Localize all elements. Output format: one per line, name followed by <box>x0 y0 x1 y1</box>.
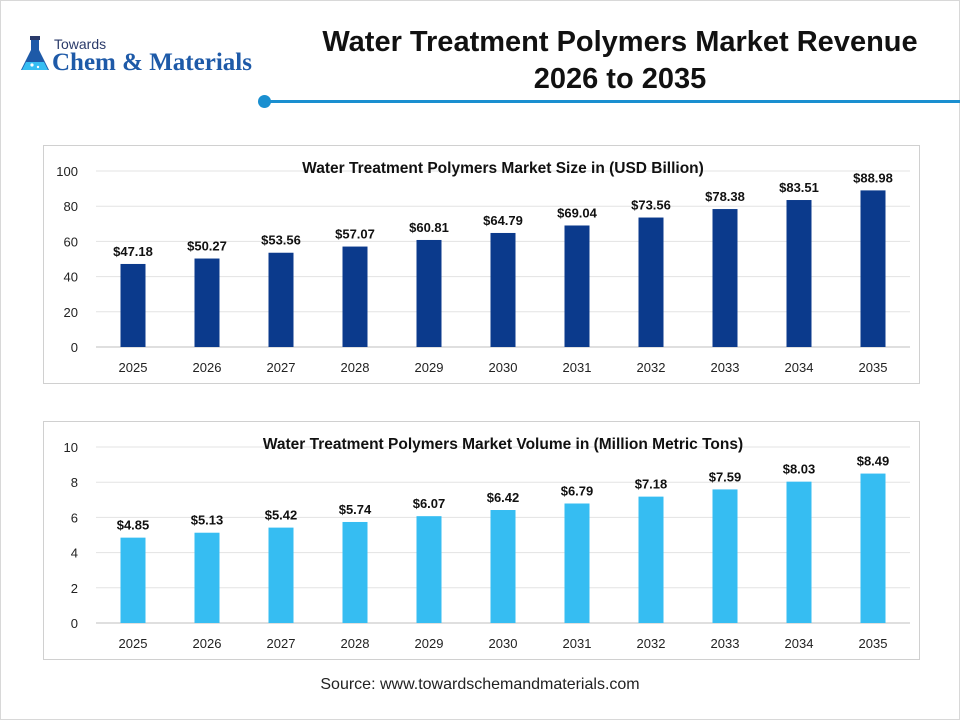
y-tick-label: 40 <box>64 270 78 285</box>
page-title-line2: 2026 to 2035 <box>533 63 707 95</box>
chart-panel-revenue: 0 20 40 60 80 100 Water Treatment Polymers Mar… <box>43 145 920 384</box>
x-tick-label: 2028 <box>341 360 370 375</box>
x-tick-label: 2035 <box>859 360 888 375</box>
data-label: $88.98 <box>853 170 893 185</box>
data-label: $73.56 <box>631 198 671 213</box>
x-tick-label: 2031 <box>563 636 592 651</box>
chart-title: Water Treatment Polymers Market Volume i… <box>263 436 743 453</box>
bar <box>564 225 590 347</box>
y-tick-label: 100 <box>56 164 78 179</box>
chart-title: Water Treatment Polymers Market Size in … <box>302 160 704 177</box>
bar <box>416 516 442 623</box>
x-tick-label: 2033 <box>711 360 740 375</box>
bar <box>860 473 886 623</box>
data-label: $6.07 <box>413 496 446 511</box>
flask-icon <box>21 36 49 70</box>
bar <box>194 258 220 347</box>
volume-bar-chart: 0 2 4 6 8 10 Water Treatment Polymers Market V… <box>64 436 910 651</box>
logo-text-towards: Towards <box>54 36 107 52</box>
data-label: $57.07 <box>335 227 375 242</box>
data-label: $64.79 <box>483 213 523 228</box>
data-label: $5.74 <box>339 502 372 517</box>
x-tick-label: 2028 <box>341 636 370 651</box>
bar <box>786 200 812 347</box>
bar <box>342 246 368 347</box>
x-tick-label: 2033 <box>711 636 740 651</box>
data-label: $5.42 <box>265 508 298 523</box>
x-tick-label: 2027 <box>267 636 296 651</box>
title-underline <box>266 100 960 103</box>
y-tick-label: 20 <box>64 305 78 320</box>
revenue-bar-chart: 0 20 40 60 80 100 Water Treatment Polymers Mar… <box>56 160 910 375</box>
data-label: $47.18 <box>113 244 153 259</box>
x-tick-label: 2030 <box>489 360 518 375</box>
logo-text-chem-materials: Chem & Materials <box>52 49 252 76</box>
bar <box>194 532 220 623</box>
page-title-line1: Water Treatment Polymers Market Revenue <box>322 26 918 58</box>
chart-panel-volume: 0 2 4 6 8 10 Water Treatment Polymers Market V… <box>43 421 920 660</box>
bar <box>342 521 368 623</box>
bar <box>120 537 146 623</box>
y-tick-label: 8 <box>71 475 78 490</box>
x-tick-label: 2025 <box>119 360 148 375</box>
bar <box>490 232 516 347</box>
x-tick-label: 2035 <box>859 636 888 651</box>
brand-logo: Towards Chem & Materials <box>18 32 268 80</box>
data-label: $50.27 <box>187 239 227 254</box>
bar <box>120 263 146 347</box>
x-tick-label: 2025 <box>119 636 148 651</box>
data-label: $8.49 <box>857 454 890 469</box>
y-tick-label: 80 <box>64 199 78 214</box>
x-tick-label: 2030 <box>489 636 518 651</box>
data-label: $6.79 <box>561 483 594 498</box>
y-tick-label: 2 <box>71 581 78 596</box>
data-label: $4.85 <box>117 518 150 533</box>
x-tick-label: 2032 <box>637 636 666 651</box>
y-tick-label: 4 <box>71 546 78 561</box>
source-note: Source: www.towardschemandmaterials.com <box>320 676 640 693</box>
y-tick-label: 10 <box>64 440 78 455</box>
bar <box>786 481 812 623</box>
x-tick-label: 2034 <box>785 636 814 651</box>
bar <box>268 252 294 347</box>
page-title: Water Treatment Polymers Market Revenue … <box>280 24 960 98</box>
bar <box>416 239 442 347</box>
y-tick-label: 6 <box>71 510 78 525</box>
x-tick-label: 2034 <box>785 360 814 375</box>
x-tick-label: 2029 <box>415 636 444 651</box>
data-label: $7.59 <box>709 469 742 484</box>
bar <box>564 503 590 623</box>
y-tick-label: 60 <box>64 234 78 249</box>
data-label: $8.03 <box>783 462 816 477</box>
bar <box>490 510 516 623</box>
data-label: $60.81 <box>409 220 449 235</box>
bar <box>860 190 886 347</box>
y-tick-label: 0 <box>71 616 78 631</box>
y-tick-label: 0 <box>71 340 78 355</box>
bar <box>638 496 664 623</box>
x-tick-label: 2026 <box>193 360 222 375</box>
data-label: $53.56 <box>261 233 301 248</box>
x-tick-label: 2032 <box>637 360 666 375</box>
bar <box>638 217 664 347</box>
data-label: $6.42 <box>487 490 520 505</box>
x-tick-label: 2027 <box>267 360 296 375</box>
bar <box>712 489 738 623</box>
data-label: $78.38 <box>705 189 745 204</box>
bar <box>712 209 738 347</box>
bar <box>268 527 294 623</box>
data-label: $83.51 <box>779 180 819 195</box>
x-tick-label: 2029 <box>415 360 444 375</box>
data-label: $69.04 <box>557 205 598 220</box>
data-label: $5.13 <box>191 513 224 528</box>
x-tick-label: 2031 <box>563 360 592 375</box>
x-tick-label: 2026 <box>193 636 222 651</box>
data-label: $7.18 <box>635 477 668 492</box>
title-underline-dot <box>258 95 271 108</box>
